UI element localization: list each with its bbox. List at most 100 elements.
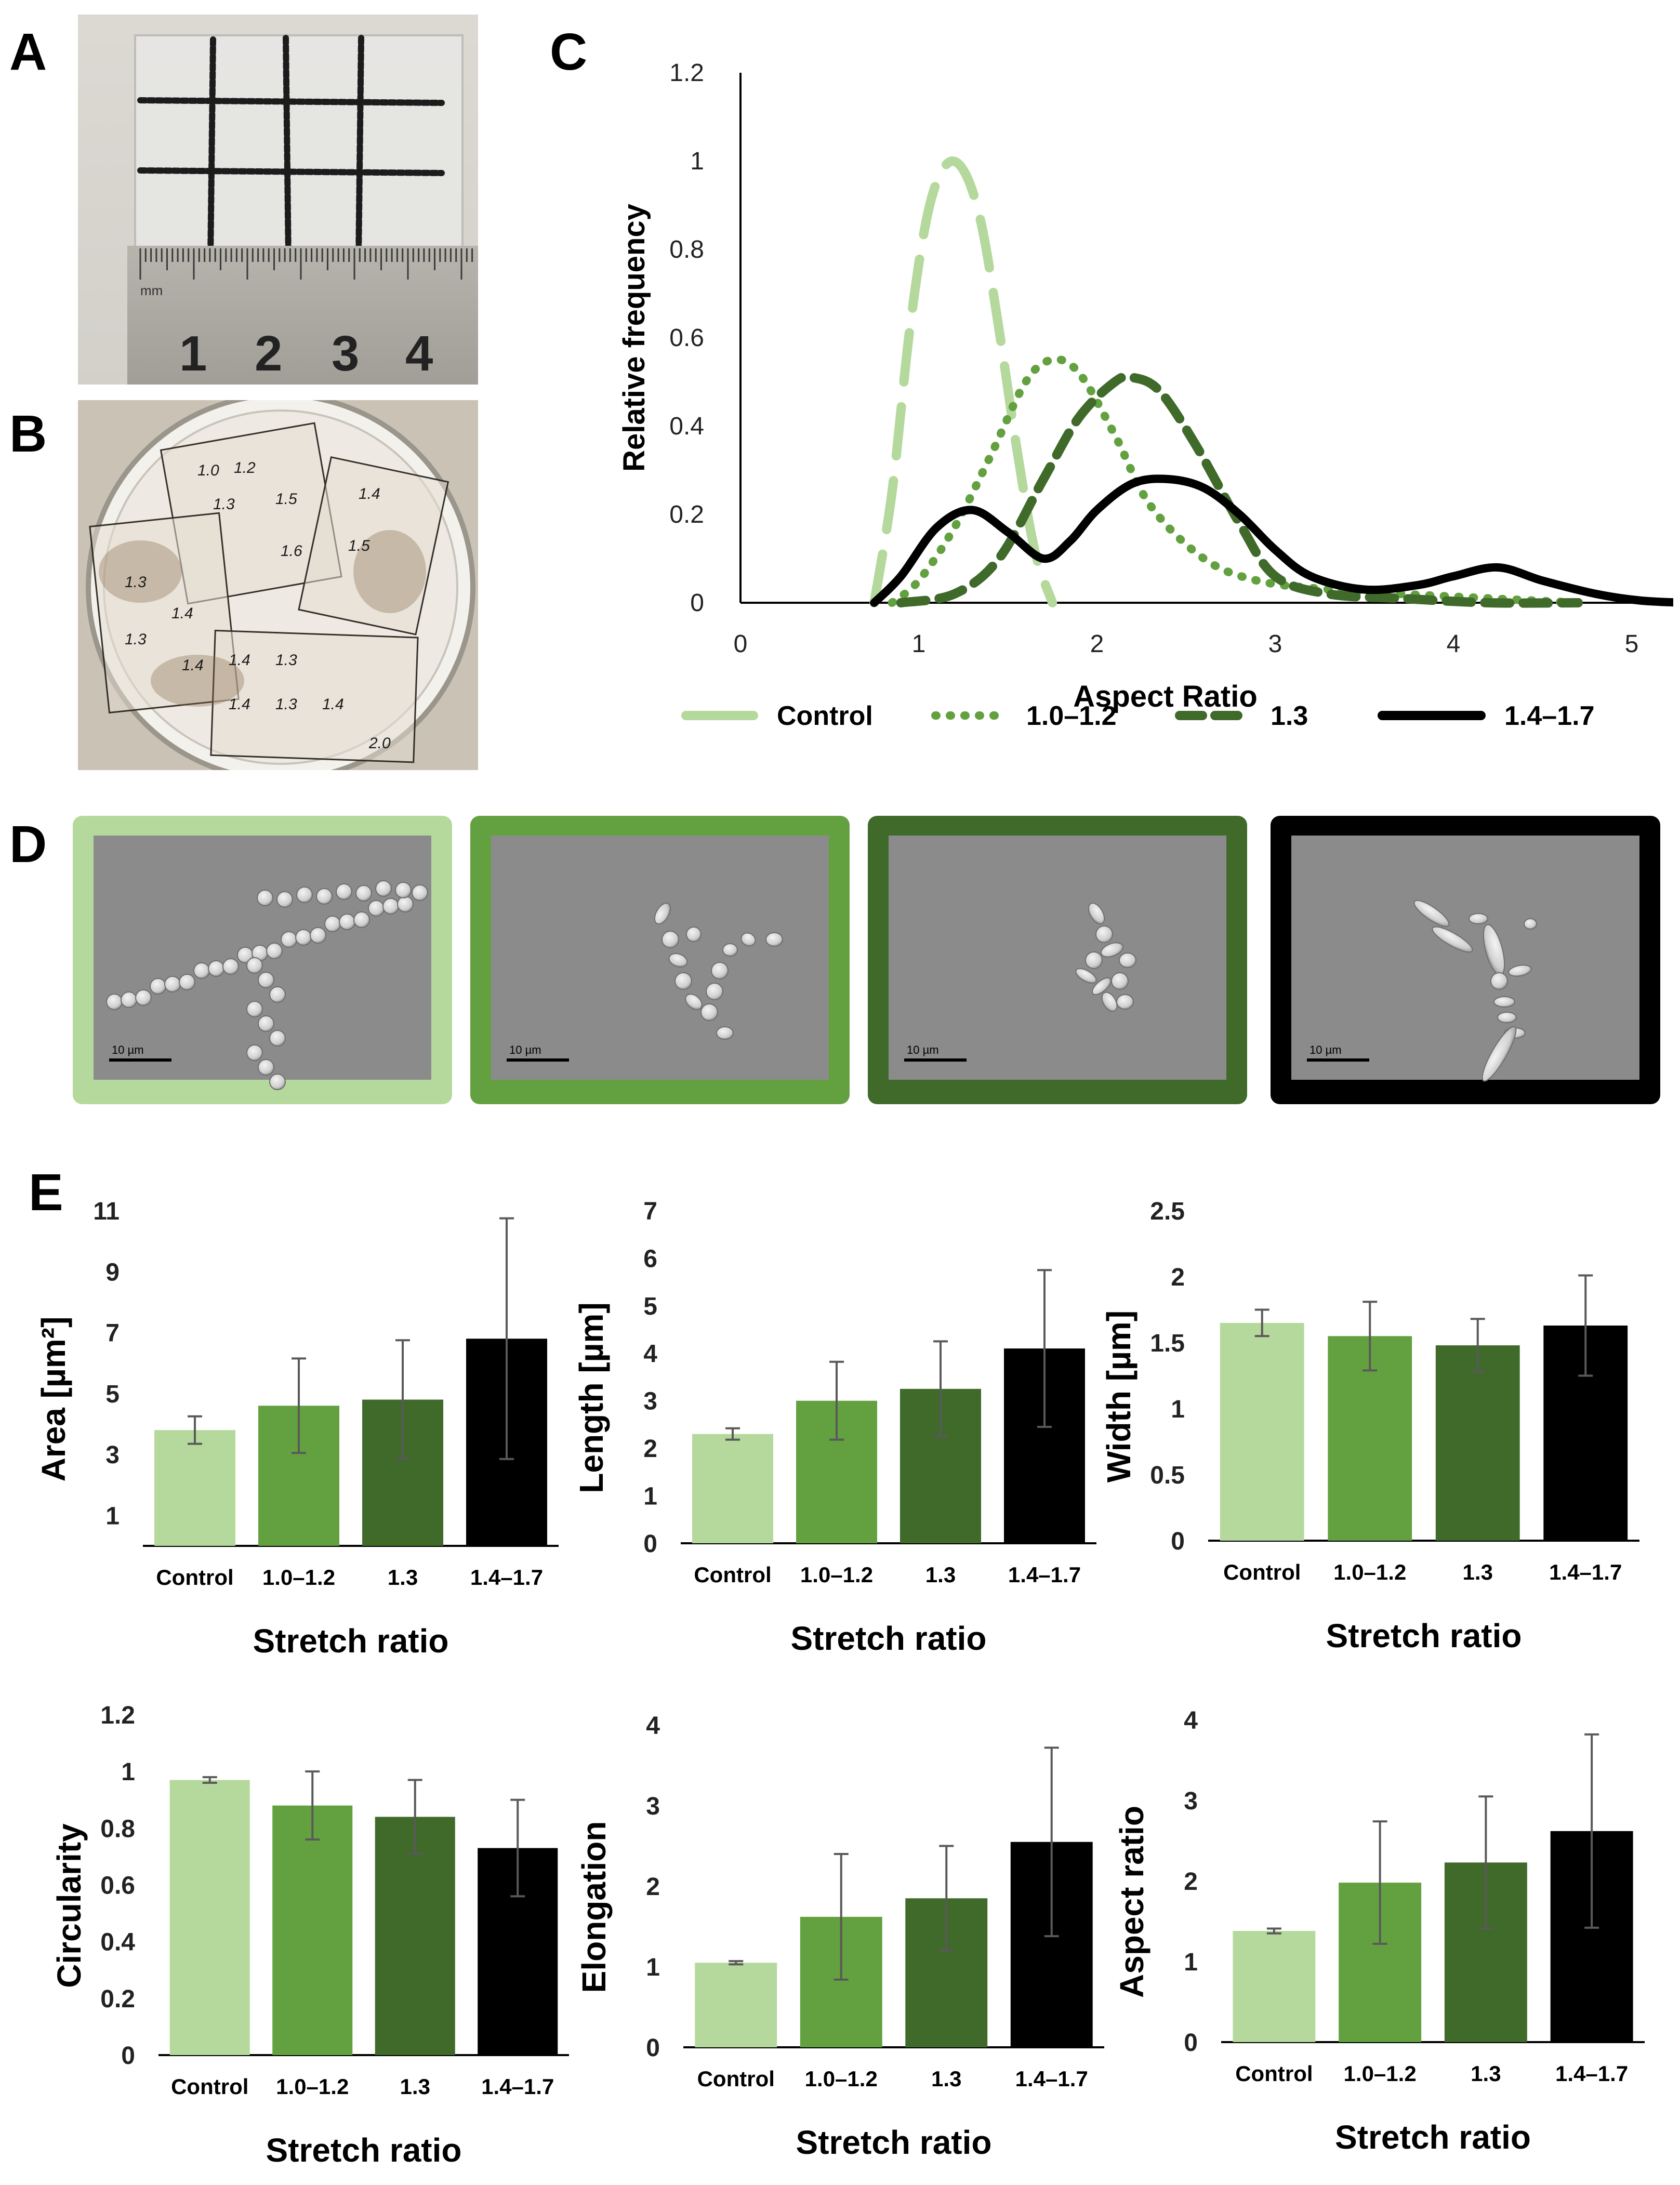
category-label: Control <box>697 2067 775 2091</box>
handwritten-label: 1.4 <box>359 485 380 502</box>
bacterial-cell <box>397 896 414 912</box>
y-tick-label: 0 <box>1184 2029 1198 2057</box>
bacterial-cell <box>1497 1012 1517 1023</box>
y-axis-title: Elongation <box>575 1821 613 1993</box>
ruler-number: 2 <box>255 326 282 381</box>
category-label: 1.4–1.7 <box>1015 2067 1088 2091</box>
bacterial-cell <box>668 953 688 968</box>
bacterial-cell <box>222 958 239 975</box>
scale-bar-label: 10 µm <box>1309 1043 1342 1056</box>
category-label: 1.4–1.7 <box>1549 1560 1622 1584</box>
bar <box>692 1434 773 1543</box>
bar-chart-4: 0 1 2 3 4 Control 1.0–1.2 1.3 1.4–1.7 Stretch rat… <box>575 1712 1104 2161</box>
handwritten-label: 1.3 <box>275 652 297 669</box>
bacterial-cell <box>395 882 412 898</box>
category-label: 1.0–1.2 <box>1333 1560 1406 1584</box>
bar <box>1220 1322 1304 1541</box>
bacterial-cell <box>269 1030 286 1047</box>
scale-bar-label: 10 µm <box>907 1043 939 1056</box>
bacterial-cell <box>339 913 355 930</box>
bacterial-cell <box>1524 918 1537 930</box>
x-axis-title: Aspect Ratio <box>1073 680 1258 713</box>
y-tick-label: 4 <box>643 1340 657 1368</box>
bacterial-cell <box>246 1001 263 1017</box>
handwritten-label: 1.4 <box>229 652 250 669</box>
bacterial-cell <box>193 962 210 979</box>
handwritten-label: 1.0 <box>197 462 219 479</box>
bar-chart-0: 1 3 5 7 9 11 Control 1.0–1.2 1.3 1.4–1.7 Stretch r… <box>35 1198 559 1660</box>
bacterial-cell <box>258 972 274 988</box>
y-tick-label: 2 <box>646 1873 660 1901</box>
y-axis-title: Circularity <box>50 1823 88 1988</box>
y-tick-label: 1.5 <box>1150 1330 1185 1357</box>
y-axis-title: Aspect ratio <box>1113 1806 1150 1998</box>
y-tick-label: 6 <box>643 1245 657 1273</box>
y-tick-label: 0.4 <box>669 413 704 440</box>
y-tick-label: 2.5 <box>1150 1198 1185 1225</box>
sem-micrograph <box>1291 836 1639 1080</box>
handwritten-label: 1.3 <box>125 631 147 648</box>
handwritten-label: 1.3 <box>125 574 147 591</box>
bacterial-cell <box>1508 964 1532 977</box>
ruler-number: 4 <box>405 326 433 381</box>
bacterial-cell <box>1075 968 1097 984</box>
y-tick-label: 1 <box>646 1954 660 1981</box>
y-tick-label: 2 <box>643 1435 657 1463</box>
x-axis-title: Stretch ratio <box>791 1620 987 1657</box>
bacterial-cell <box>258 1059 274 1076</box>
bacterial-cell <box>1100 942 1124 958</box>
category-label: 1.4–1.7 <box>1555 2061 1628 2086</box>
bacterial-cell <box>316 888 333 905</box>
sem-image-panel-3: 10 µm <box>1271 816 1660 1104</box>
panel-label-e: E <box>29 1163 63 1222</box>
sem-micrograph <box>491 836 829 1080</box>
y-axis-title: Relative frequency <box>617 204 651 472</box>
marker-grid <box>137 35 445 262</box>
y-tick-label: 0 <box>646 2034 660 2062</box>
y-tick-label: 3 <box>105 1441 120 1469</box>
handwritten-label: 1.4 <box>171 605 193 622</box>
bacterial-cell <box>375 880 392 897</box>
bacterial-cell <box>674 972 692 990</box>
bacterial-cell <box>686 926 702 942</box>
y-tick-label: 0 <box>643 1530 657 1558</box>
y-axis-title: Length [µm] <box>573 1302 610 1493</box>
y-tick-label: 0.6 <box>100 1872 135 1900</box>
bacterial-cell <box>654 903 671 924</box>
sem-micrograph <box>889 836 1226 1080</box>
series-line-3 <box>870 474 1673 607</box>
bacterial-cell <box>1095 925 1113 943</box>
bacterial-cell <box>1091 977 1112 996</box>
bacterial-cell <box>1481 1026 1517 1082</box>
bar <box>1435 1345 1520 1541</box>
bacterial-cell <box>700 1003 718 1021</box>
bar-chart-5: 0 1 2 3 4 Control 1.0–1.2 1.3 1.4–1.7 Stretch rat… <box>1113 1707 1645 2156</box>
bacterial-cell <box>1085 951 1103 969</box>
bacterial-cell <box>269 1074 286 1090</box>
bacterial-cell <box>711 962 729 979</box>
y-tick-label: 0.5 <box>1150 1462 1185 1489</box>
bacterial-cell <box>716 1026 734 1040</box>
bacterial-cell <box>246 957 263 974</box>
bacterial-cell <box>1469 913 1488 924</box>
bacterial-cell <box>296 886 313 903</box>
aspect-ratio-distribution-chart: 0 0.2 0.4 0.6 0.8 1 1.2 0 1 2 3 4 5 Aspect Ratio Relat… <box>617 59 1673 731</box>
bacterial-cell <box>1493 996 1515 1008</box>
handwritten-labels: 1.0 1.2 1.5 1.3 1.4 1.5 1.6 1.3 1.4 1.3 … <box>125 459 391 752</box>
y-tick-label: 0.4 <box>100 1929 135 1956</box>
handwritten-label: 1.5 <box>348 537 370 554</box>
scale-bar-label: 10 µm <box>509 1043 541 1056</box>
category-label: Control <box>156 1565 233 1590</box>
pdms-sheet <box>134 34 464 275</box>
bacterial-cell <box>368 900 385 917</box>
y-tick-label: 3 <box>643 1388 657 1415</box>
bacterial-cell <box>266 943 283 959</box>
x-tick-label: 3 <box>1268 630 1282 658</box>
ruler-unit-label: mm <box>140 283 163 298</box>
y-tick-label: 5 <box>105 1381 120 1408</box>
bar <box>695 1963 777 2047</box>
bar <box>272 1805 353 2055</box>
bacterial-cell <box>121 991 137 1008</box>
panel-label-a: A <box>9 23 47 81</box>
bar-chart-2: 0 0.5 1 1.5 2 2.5 Control 1.0–1.2 1.3 1.4–1.7 Stre… <box>1100 1198 1639 1654</box>
